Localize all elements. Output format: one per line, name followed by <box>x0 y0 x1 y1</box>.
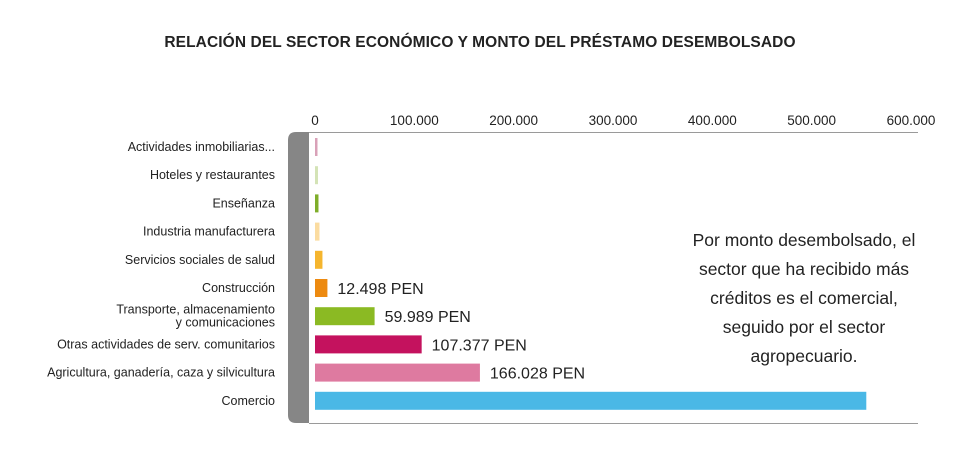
bar <box>315 391 867 410</box>
bar <box>315 166 318 185</box>
category-label: Transporte, almacenamiento y comunicacion… <box>116 303 275 330</box>
bar <box>315 250 323 269</box>
annotation-note: Por monto desembolsado, el sector que ha… <box>692 230 916 366</box>
category-label: Construcción <box>202 281 275 295</box>
bar <box>315 307 375 326</box>
category-label: Otras actividades de serv. comunitarios <box>57 337 275 351</box>
x-tick-label: 600.000 <box>887 113 936 128</box>
x-tick-label: 200.000 <box>489 113 538 128</box>
category-label: Servicios sociales de salud <box>125 253 275 267</box>
category-label: Hoteles y restaurantes <box>150 168 275 182</box>
bar <box>315 222 320 241</box>
category-label: Enseñanza <box>212 196 275 210</box>
bar <box>315 138 318 156</box>
x-tick-label: 0 <box>311 113 319 128</box>
bars <box>315 138 867 410</box>
category-label: Comercio <box>222 394 276 408</box>
data-label: 107.377 PEN <box>432 337 527 354</box>
category-label: Industria manufacturera <box>143 225 275 239</box>
bar <box>315 194 319 213</box>
data-label: 59.989 PEN <box>385 309 471 326</box>
chart-title: RELACIÓN DEL SECTOR ECONÓMICO Y MONTO DE… <box>164 34 796 51</box>
bar <box>315 335 422 354</box>
category-label: Agricultura, ganadería, caza y silvicult… <box>47 366 275 380</box>
category-label: Actividades inmobiliarias... <box>128 140 275 154</box>
x-tick-label: 400.000 <box>688 113 737 128</box>
x-axis-ticks: 0 100.000 200.000 300.000 400.000 500.000 600.… <box>311 113 935 128</box>
x-tick-label: 500.000 <box>787 113 836 128</box>
bar <box>315 279 328 297</box>
data-label: 166.028 PEN <box>490 366 585 383</box>
bar <box>315 363 480 382</box>
x-tick-label: 300.000 <box>589 113 638 128</box>
category-labels: Actividades inmobiliarias... Hoteles y re… <box>47 140 275 408</box>
data-label: 12.498 PEN <box>337 281 423 298</box>
category-axis-band <box>288 132 309 423</box>
data-labels: 12.498 PEN 59.989 PEN 107.377 PEN 166.028 P… <box>337 281 585 383</box>
x-tick-label: 100.000 <box>390 113 439 128</box>
